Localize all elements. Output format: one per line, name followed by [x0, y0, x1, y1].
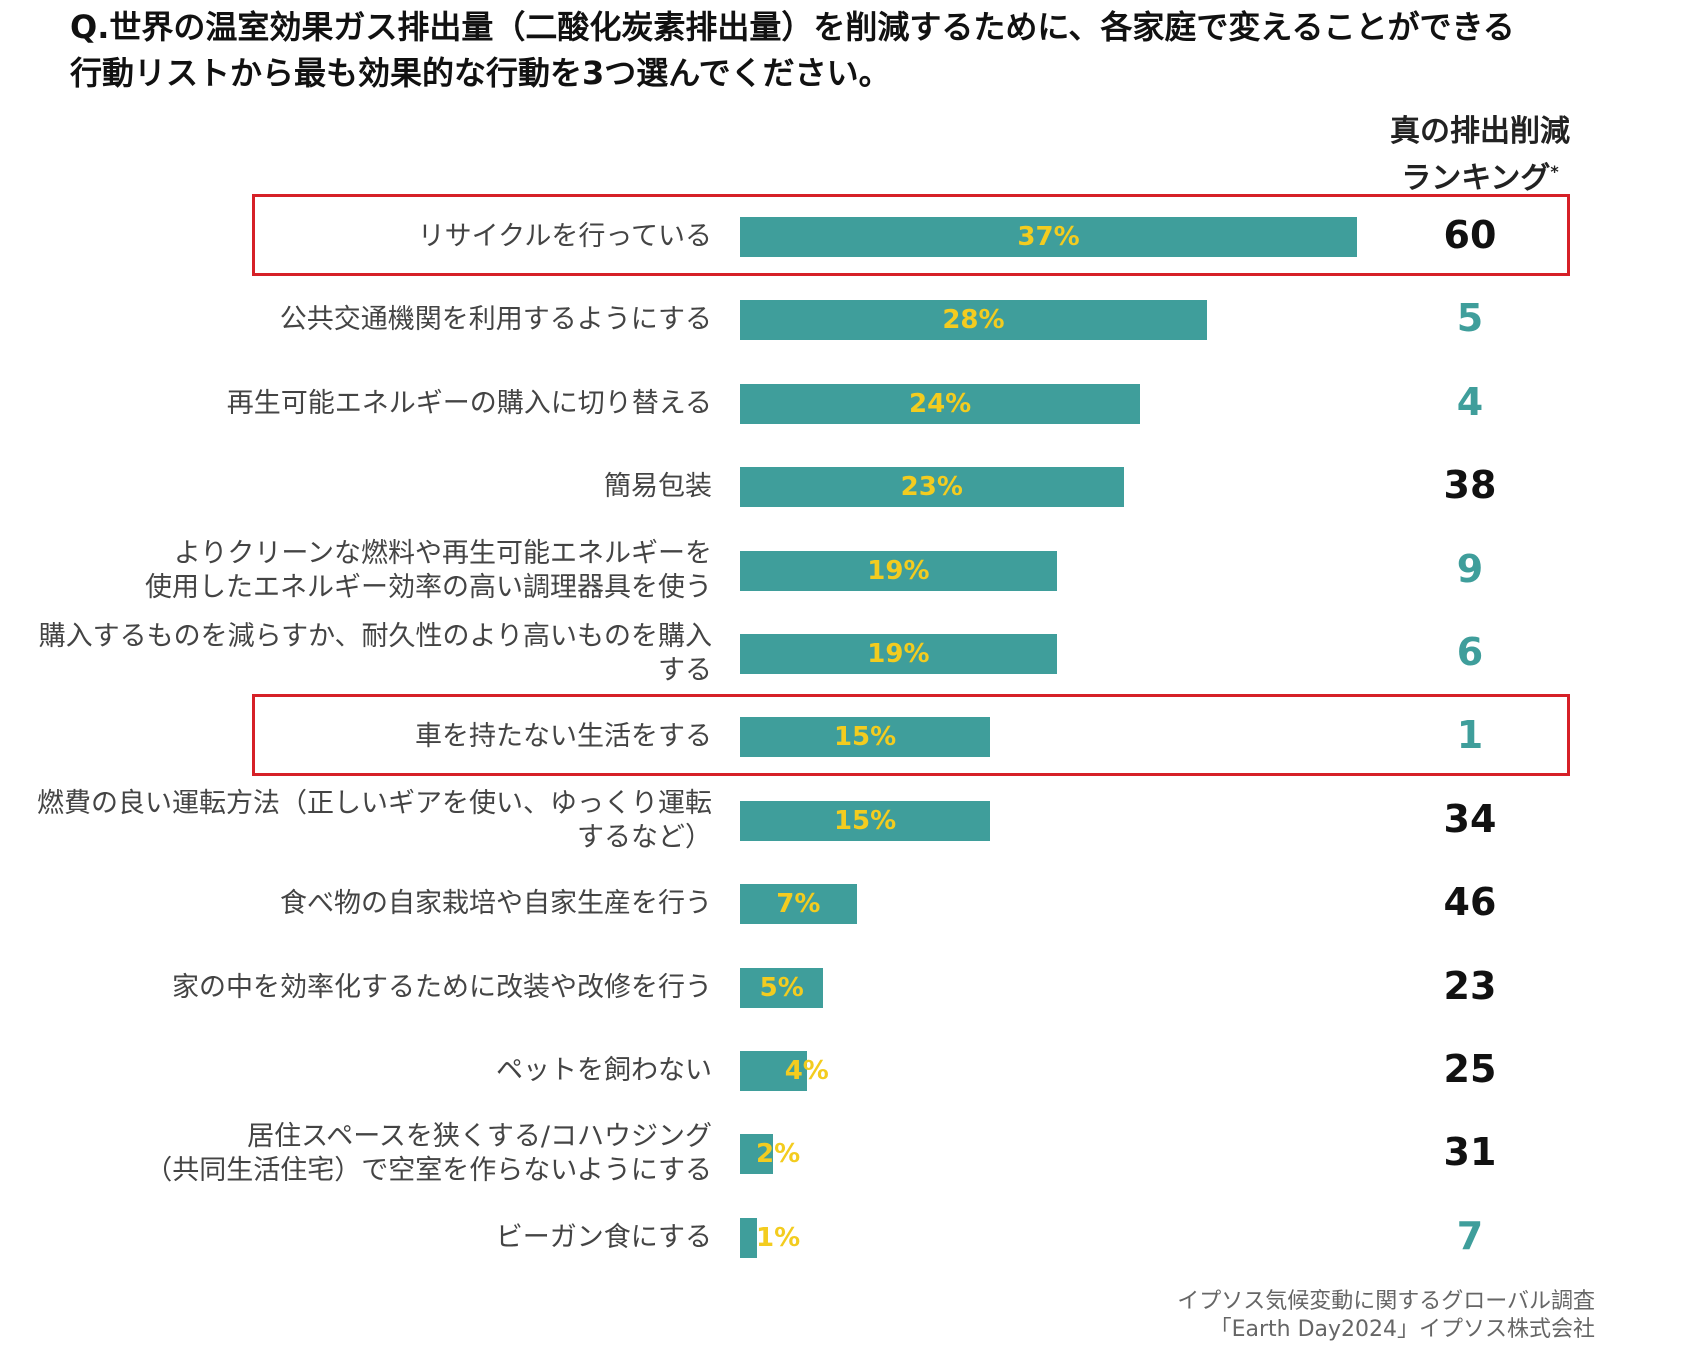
chart-title: Q.世界の温室効果ガス排出量（二酸化炭素排出量）を削減するために、各家庭で変える… [70, 4, 1630, 96]
rank-header-line2: ランキング* [1355, 152, 1605, 199]
bar-row: 車を持たない生活をする 15% 1 [0, 696, 1685, 778]
chart-title-line2: 行動リストから最も効果的な行動を3つ選んでください。 [70, 54, 891, 92]
bar-value-label: 7% [776, 889, 821, 920]
bar-value-label: 1% [756, 1222, 801, 1253]
source-line1: イプソス気候変動に関するグローバル調査 [1177, 1289, 1595, 1314]
bar-value-label: 23% [900, 472, 963, 503]
rank-value: 25 [1443, 1047, 1497, 1091]
bar-value-label: 15% [833, 805, 897, 836]
bar [740, 884, 857, 925]
rank-value: 38 [1443, 463, 1497, 508]
category-label: 再生可能エネルギーの購入に切り替える [226, 387, 712, 419]
bar-value-label: 24% [908, 388, 972, 419]
chart-title-line1: Q.世界の温室効果ガス排出量（二酸化炭素排出量）を削減するために、各家庭で変える… [70, 8, 1515, 46]
bar-row: 再生可能エネルギーの購入に切り替える 24% 4 [0, 363, 1685, 445]
bar [740, 300, 1207, 341]
rank-value: 34 [1443, 796, 1497, 841]
bar-row: 公共交通機関を利用するようにする 28% 5 [0, 279, 1685, 361]
bar-value-label: 19% [867, 555, 930, 586]
bar-row: ビーガン食にする 1% 7 [0, 1197, 1685, 1279]
bar-value-label: 28% [942, 305, 1005, 336]
rank-column-header: 真の排出削減 ランキング* [1355, 112, 1605, 199]
rank-value: 46 [1443, 880, 1497, 925]
bar [740, 1134, 774, 1175]
category-label: 購入するものを減らすか、耐久性のより高いものを購入 する [38, 621, 712, 686]
category-label: 燃費の良い運転方法（正しいギアを使い、ゆっくり運転 するなど） [37, 787, 712, 853]
rank-value: 7 [1456, 1213, 1484, 1258]
category-label: ペットを飼わない [496, 1055, 712, 1086]
bar [740, 217, 1357, 257]
category-label: 公共交通機関を利用するようにする [279, 304, 712, 336]
rank-value: 6 [1456, 630, 1484, 674]
bar-row: 簡易包装 23% 38 [0, 446, 1685, 528]
category-label: 車を持たない生活をする [415, 721, 712, 753]
rank-header-line2-text: ランキング [1401, 161, 1551, 196]
source-note: イプソス気候変動に関するグローバル調査 「Earth Day2024」イプソス株… [1177, 1288, 1595, 1344]
highlight-box [252, 194, 1570, 276]
source-line2: 「Earth Day2024」イプソス株式会社 [1209, 1317, 1595, 1342]
rank-value: 4 [1456, 379, 1484, 424]
bar-value-label: 5% [759, 972, 804, 1003]
rank-value: 9 [1456, 546, 1484, 591]
bar-value-label: 2% [756, 1139, 801, 1170]
category-label: ビーガン食にする [495, 1221, 712, 1253]
bar-row: ペットを飼わない 4% 25 [0, 1030, 1685, 1112]
category-label: 食べ物の自家栽培や自家生産を行う [280, 888, 712, 920]
category-label: 簡易包装 [604, 471, 712, 503]
rank-value: 1 [1456, 713, 1484, 758]
category-label: 居住スペースを狭くする/コハウジング （共同生活住宅）で空室を作らないようにする [145, 1121, 712, 1187]
bar [740, 1051, 807, 1091]
bar-value-label: 19% [867, 639, 930, 669]
bar-row: 居住スペースを狭くする/コハウジング （共同生活住宅）で空室を作らないようにする… [0, 1113, 1685, 1195]
rank-value: 60 [1443, 213, 1497, 257]
category-label: よりクリーンな燃料や再生可能エネルギーを 使用したエネルギー効率の高い調理器具を… [145, 537, 712, 603]
bar-row: 食べ物の自家栽培や自家生産を行う 7% 46 [0, 863, 1685, 945]
rank-value: 31 [1443, 1130, 1497, 1175]
bar-row: 燃費の良い運転方法（正しいギアを使い、ゆっくり運転 するなど） 15% 34 [0, 780, 1685, 862]
category-label: リサイクルを行っている [417, 221, 712, 252]
rank-header-line1: 真の排出削減 [1390, 114, 1570, 149]
bar [740, 1217, 757, 1258]
bar [740, 550, 1057, 591]
bar-value-label: 37% [1017, 222, 1080, 252]
bar [740, 717, 991, 758]
bar [740, 383, 1141, 424]
bar-row: リサイクルを行っている 37% 60 [0, 196, 1685, 278]
bar-row: 購入するものを減らすか、耐久性のより高いものを購入 する 19% 6 [0, 613, 1685, 695]
bar-value-label: 4% [784, 1056, 829, 1086]
rank-header-asterisk: * [1550, 162, 1559, 181]
bar-row: よりクリーンな燃料や再生可能エネルギーを 使用したエネルギー効率の高い調理器具を… [0, 530, 1685, 612]
bar-row: 家の中を効率化するために改装や改修を行う 5% 23 [0, 947, 1685, 1029]
bar [740, 634, 1057, 674]
bar [740, 967, 824, 1008]
rank-value: 5 [1456, 296, 1484, 341]
bar [740, 800, 991, 841]
category-label: 家の中を効率化するために改装や改修を行う [172, 971, 712, 1003]
bar-value-label: 15% [833, 722, 897, 753]
highlight-box [252, 694, 1570, 777]
bar [740, 467, 1124, 508]
rank-value: 23 [1443, 963, 1497, 1008]
